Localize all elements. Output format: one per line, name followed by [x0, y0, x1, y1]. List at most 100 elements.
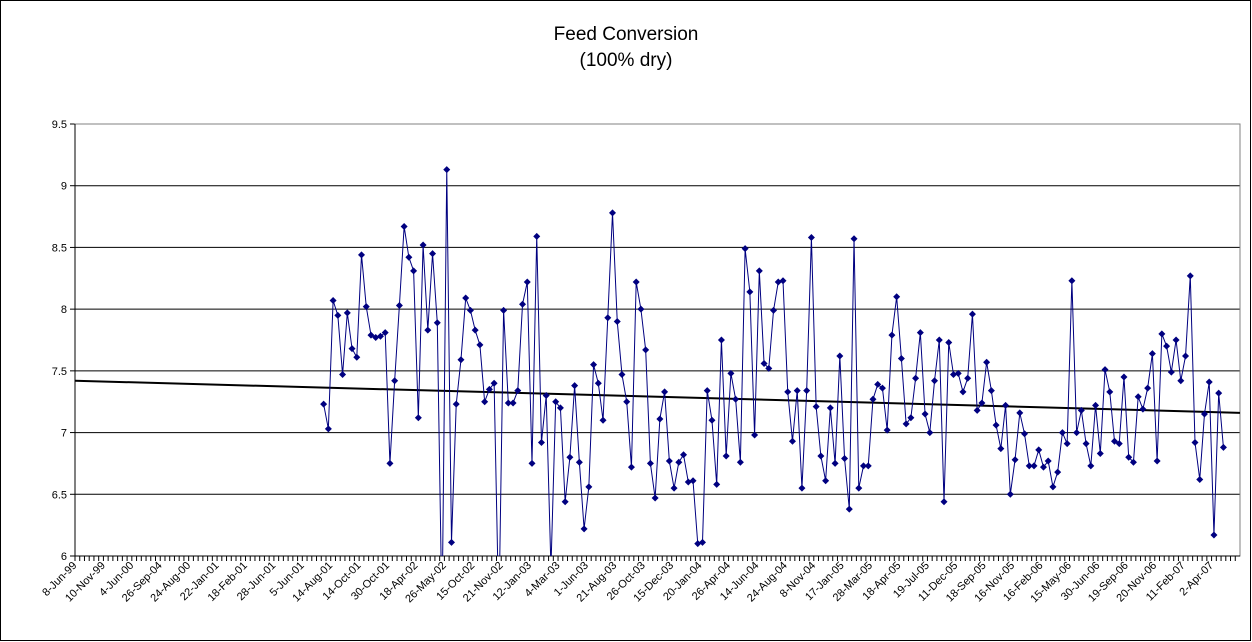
data-point	[878, 384, 886, 392]
data-point	[755, 267, 763, 275]
data-point	[978, 399, 986, 407]
data-point	[405, 253, 413, 261]
data-point	[618, 371, 626, 379]
data-point	[845, 505, 853, 513]
data-point	[627, 463, 635, 471]
data-point	[457, 356, 465, 364]
data-point	[452, 400, 460, 408]
data-point	[381, 329, 389, 337]
data-point	[391, 377, 399, 385]
data-point	[490, 379, 498, 387]
data-point	[604, 314, 612, 322]
data-point	[329, 297, 337, 305]
data-point	[893, 293, 901, 301]
data-point	[1139, 405, 1147, 413]
data-point	[973, 406, 981, 414]
plot-content	[75, 166, 1240, 556]
data-point	[376, 332, 384, 340]
data-point	[585, 483, 593, 491]
data-point	[433, 319, 441, 327]
data-point	[1111, 437, 1119, 445]
y-tick-label: 9	[61, 181, 67, 193]
data-point	[931, 377, 939, 385]
data-point	[609, 209, 617, 217]
data-point	[803, 387, 811, 395]
data-point	[623, 398, 631, 406]
data-point	[736, 458, 744, 466]
data-point	[684, 478, 692, 486]
data-point	[992, 421, 1000, 429]
data-point	[779, 277, 787, 285]
data-point	[1011, 456, 1019, 464]
data-point	[414, 414, 422, 422]
data-point	[703, 387, 711, 395]
chart-subtitle: (100% dry)	[580, 50, 673, 71]
data-point	[784, 388, 792, 396]
data-point	[945, 338, 953, 346]
data-point	[556, 404, 564, 412]
data-point	[1191, 438, 1199, 446]
data-point	[504, 399, 512, 407]
data-point	[514, 387, 522, 395]
data-point	[732, 395, 740, 403]
data-point	[949, 371, 957, 379]
data-point	[1219, 443, 1227, 451]
data-point	[481, 398, 489, 406]
data-point	[793, 387, 801, 395]
data-point	[836, 352, 844, 360]
data-point	[954, 369, 962, 377]
data-point	[1167, 368, 1175, 376]
data-point	[831, 459, 839, 467]
data-point	[983, 358, 991, 366]
data-point	[694, 540, 702, 548]
data-point	[1182, 352, 1190, 360]
data-point	[680, 451, 688, 459]
data-point	[1002, 401, 1010, 409]
data-point	[1129, 458, 1137, 466]
data-point	[1115, 440, 1123, 448]
data-point	[1082, 440, 1090, 448]
data-point	[1096, 450, 1104, 458]
data-point	[1106, 388, 1114, 396]
data-point	[765, 364, 773, 372]
data-point	[1177, 377, 1185, 385]
data-point	[670, 484, 678, 492]
data-point	[367, 331, 375, 339]
data-point	[997, 445, 1005, 453]
data-point	[968, 310, 976, 318]
data-point	[528, 459, 536, 467]
data-point	[395, 301, 403, 309]
data-point	[741, 245, 749, 253]
data-point	[466, 306, 474, 314]
data-point	[661, 388, 669, 396]
data-point	[689, 477, 697, 485]
data-point	[717, 336, 725, 344]
data-point	[959, 388, 967, 396]
data-point	[1068, 277, 1076, 285]
data-point	[509, 399, 517, 407]
data-point	[500, 306, 508, 314]
data-point	[675, 458, 683, 466]
data-point	[1054, 468, 1062, 476]
data-point	[443, 166, 451, 174]
data-point	[642, 346, 650, 354]
data-point	[850, 235, 858, 243]
data-point	[476, 341, 484, 349]
data-point	[1063, 440, 1071, 448]
data-point	[788, 437, 796, 445]
data-point	[613, 317, 621, 325]
data-point	[1125, 453, 1133, 461]
data-point	[561, 498, 569, 506]
data-point	[1134, 393, 1142, 401]
data-point	[429, 250, 437, 258]
data-point	[523, 278, 531, 286]
data-point	[1044, 457, 1052, 465]
data-point	[324, 425, 332, 433]
data-point	[542, 392, 550, 400]
data-point	[798, 484, 806, 492]
data-point	[907, 414, 915, 422]
y-tick-label: 7	[61, 428, 67, 440]
data-point	[1077, 406, 1085, 414]
data-point	[760, 359, 768, 367]
data-point	[860, 462, 868, 470]
